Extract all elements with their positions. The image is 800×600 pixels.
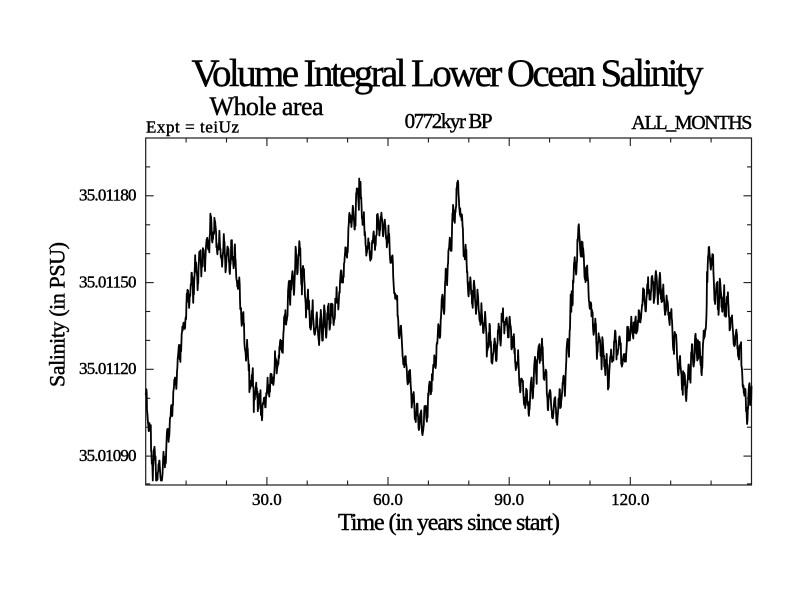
svg-text:35.01120: 35.01120 (79, 359, 137, 378)
svg-text:35.01150: 35.01150 (79, 272, 137, 291)
svg-text:35.01090: 35.01090 (79, 446, 137, 465)
svg-text:120.0: 120.0 (611, 490, 649, 509)
svg-text:90.0: 90.0 (494, 490, 524, 509)
svg-text:Expt = teiUz: Expt = teiUz (146, 118, 239, 137)
svg-text:30.0: 30.0 (252, 490, 282, 509)
svg-text:Volume Integral Lower Ocean Sa: Volume Integral Lower Ocean Salinity (192, 52, 705, 95)
svg-text:Time (in years since start): Time (in years since start) (338, 510, 560, 536)
svg-text:35.01180: 35.01180 (79, 186, 137, 205)
svg-text:Salinity (in PSU): Salinity (in PSU) (45, 242, 70, 387)
svg-text:60.0: 60.0 (373, 490, 403, 509)
svg-text:Whole area: Whole area (210, 92, 324, 121)
svg-text:ALL_MONTHS: ALL_MONTHS (631, 112, 752, 134)
svg-text:0772kyr BP: 0772kyr BP (405, 109, 493, 133)
